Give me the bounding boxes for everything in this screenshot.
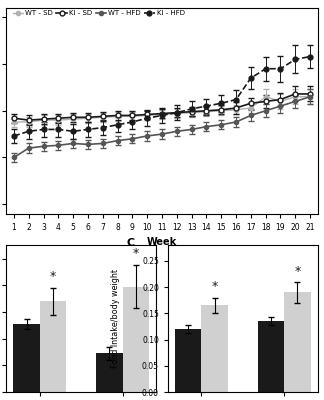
Text: *: * xyxy=(133,247,139,260)
Bar xyxy=(258,321,284,392)
Y-axis label: Food Intake/body weight: Food Intake/body weight xyxy=(111,269,120,368)
Text: *: * xyxy=(212,280,218,294)
Bar xyxy=(123,286,149,392)
Bar xyxy=(13,324,40,392)
X-axis label: Week: Week xyxy=(147,237,177,247)
Text: *: * xyxy=(50,270,56,282)
Legend: WT - SD, KI - SD, WT - HFD, KI - HFD: WT - SD, KI - SD, WT - HFD, KI - HFD xyxy=(10,7,187,19)
Bar xyxy=(40,301,66,392)
Text: *: * xyxy=(294,265,301,278)
Bar xyxy=(96,353,123,392)
Bar xyxy=(175,329,201,392)
Text: C: C xyxy=(126,238,134,248)
Bar xyxy=(284,292,311,392)
Bar xyxy=(201,306,228,392)
